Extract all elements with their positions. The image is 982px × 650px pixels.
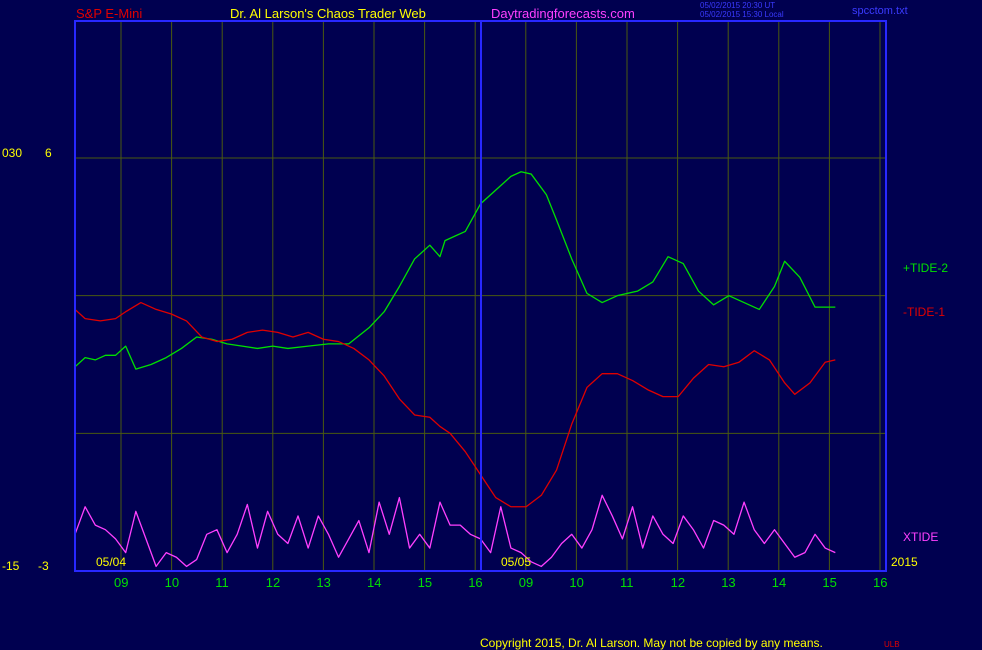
x-tick-label: 12 — [265, 575, 281, 590]
x-tick-label: 14 — [771, 575, 787, 590]
legend-tide-minus: -TIDE-1 — [903, 305, 945, 319]
x-tick-label: 11 — [215, 575, 229, 590]
date-label-day1: 05/04 — [96, 555, 127, 569]
series-line-1 — [74, 301, 836, 508]
y-label-right-bottom: -3 — [38, 559, 49, 573]
x-tick-label: 09 — [518, 575, 534, 590]
x-tick-label: 15 — [822, 575, 837, 590]
footer-tag: ULB — [884, 640, 900, 649]
x-tick-label: 12 — [670, 575, 686, 590]
x-tick-label: 16 — [468, 575, 483, 590]
timestamp-ut: 05/02/2015 20:30 UT — [700, 1, 776, 10]
x-tick-label: 10 — [164, 575, 180, 590]
copyright: Copyright 2015, Dr. Al Larson. May not b… — [480, 636, 823, 650]
year-label: 2015 — [891, 555, 918, 569]
series-layer — [74, 171, 836, 568]
x-tick-label: 16 — [873, 575, 888, 590]
site-link[interactable]: Daytradingforecasts.com — [491, 6, 635, 21]
x-tick-label: 13 — [316, 575, 331, 590]
file-name: spcctom.txt — [852, 5, 908, 17]
instrument-label: S&P E-Mini — [76, 6, 143, 21]
timestamp-local: 05/02/2015 15:30 Local — [700, 10, 784, 19]
x-tick-label: 10 — [569, 575, 584, 590]
x-tick-label: 14 — [367, 575, 382, 590]
series-line-2 — [74, 494, 836, 568]
author-title: Dr. Al Larson's Chaos Trader Web — [230, 6, 426, 21]
x-tick-label: 11 — [620, 575, 634, 590]
y-label-left-bottom: -15 — [2, 559, 20, 573]
legend-tide-plus: +TIDE-2 — [903, 261, 949, 275]
x-tick-label: 09 — [114, 575, 129, 590]
x-tick-label: 13 — [721, 575, 736, 590]
legend-xtide: XTIDE — [903, 530, 939, 544]
y-label-right-top: 6 — [45, 146, 52, 160]
series-line-0 — [74, 171, 836, 370]
y-label-left-top: 030 — [2, 146, 23, 160]
x-tick-label: 15 — [417, 575, 433, 590]
date-label-day2: 05/05 — [501, 555, 532, 569]
